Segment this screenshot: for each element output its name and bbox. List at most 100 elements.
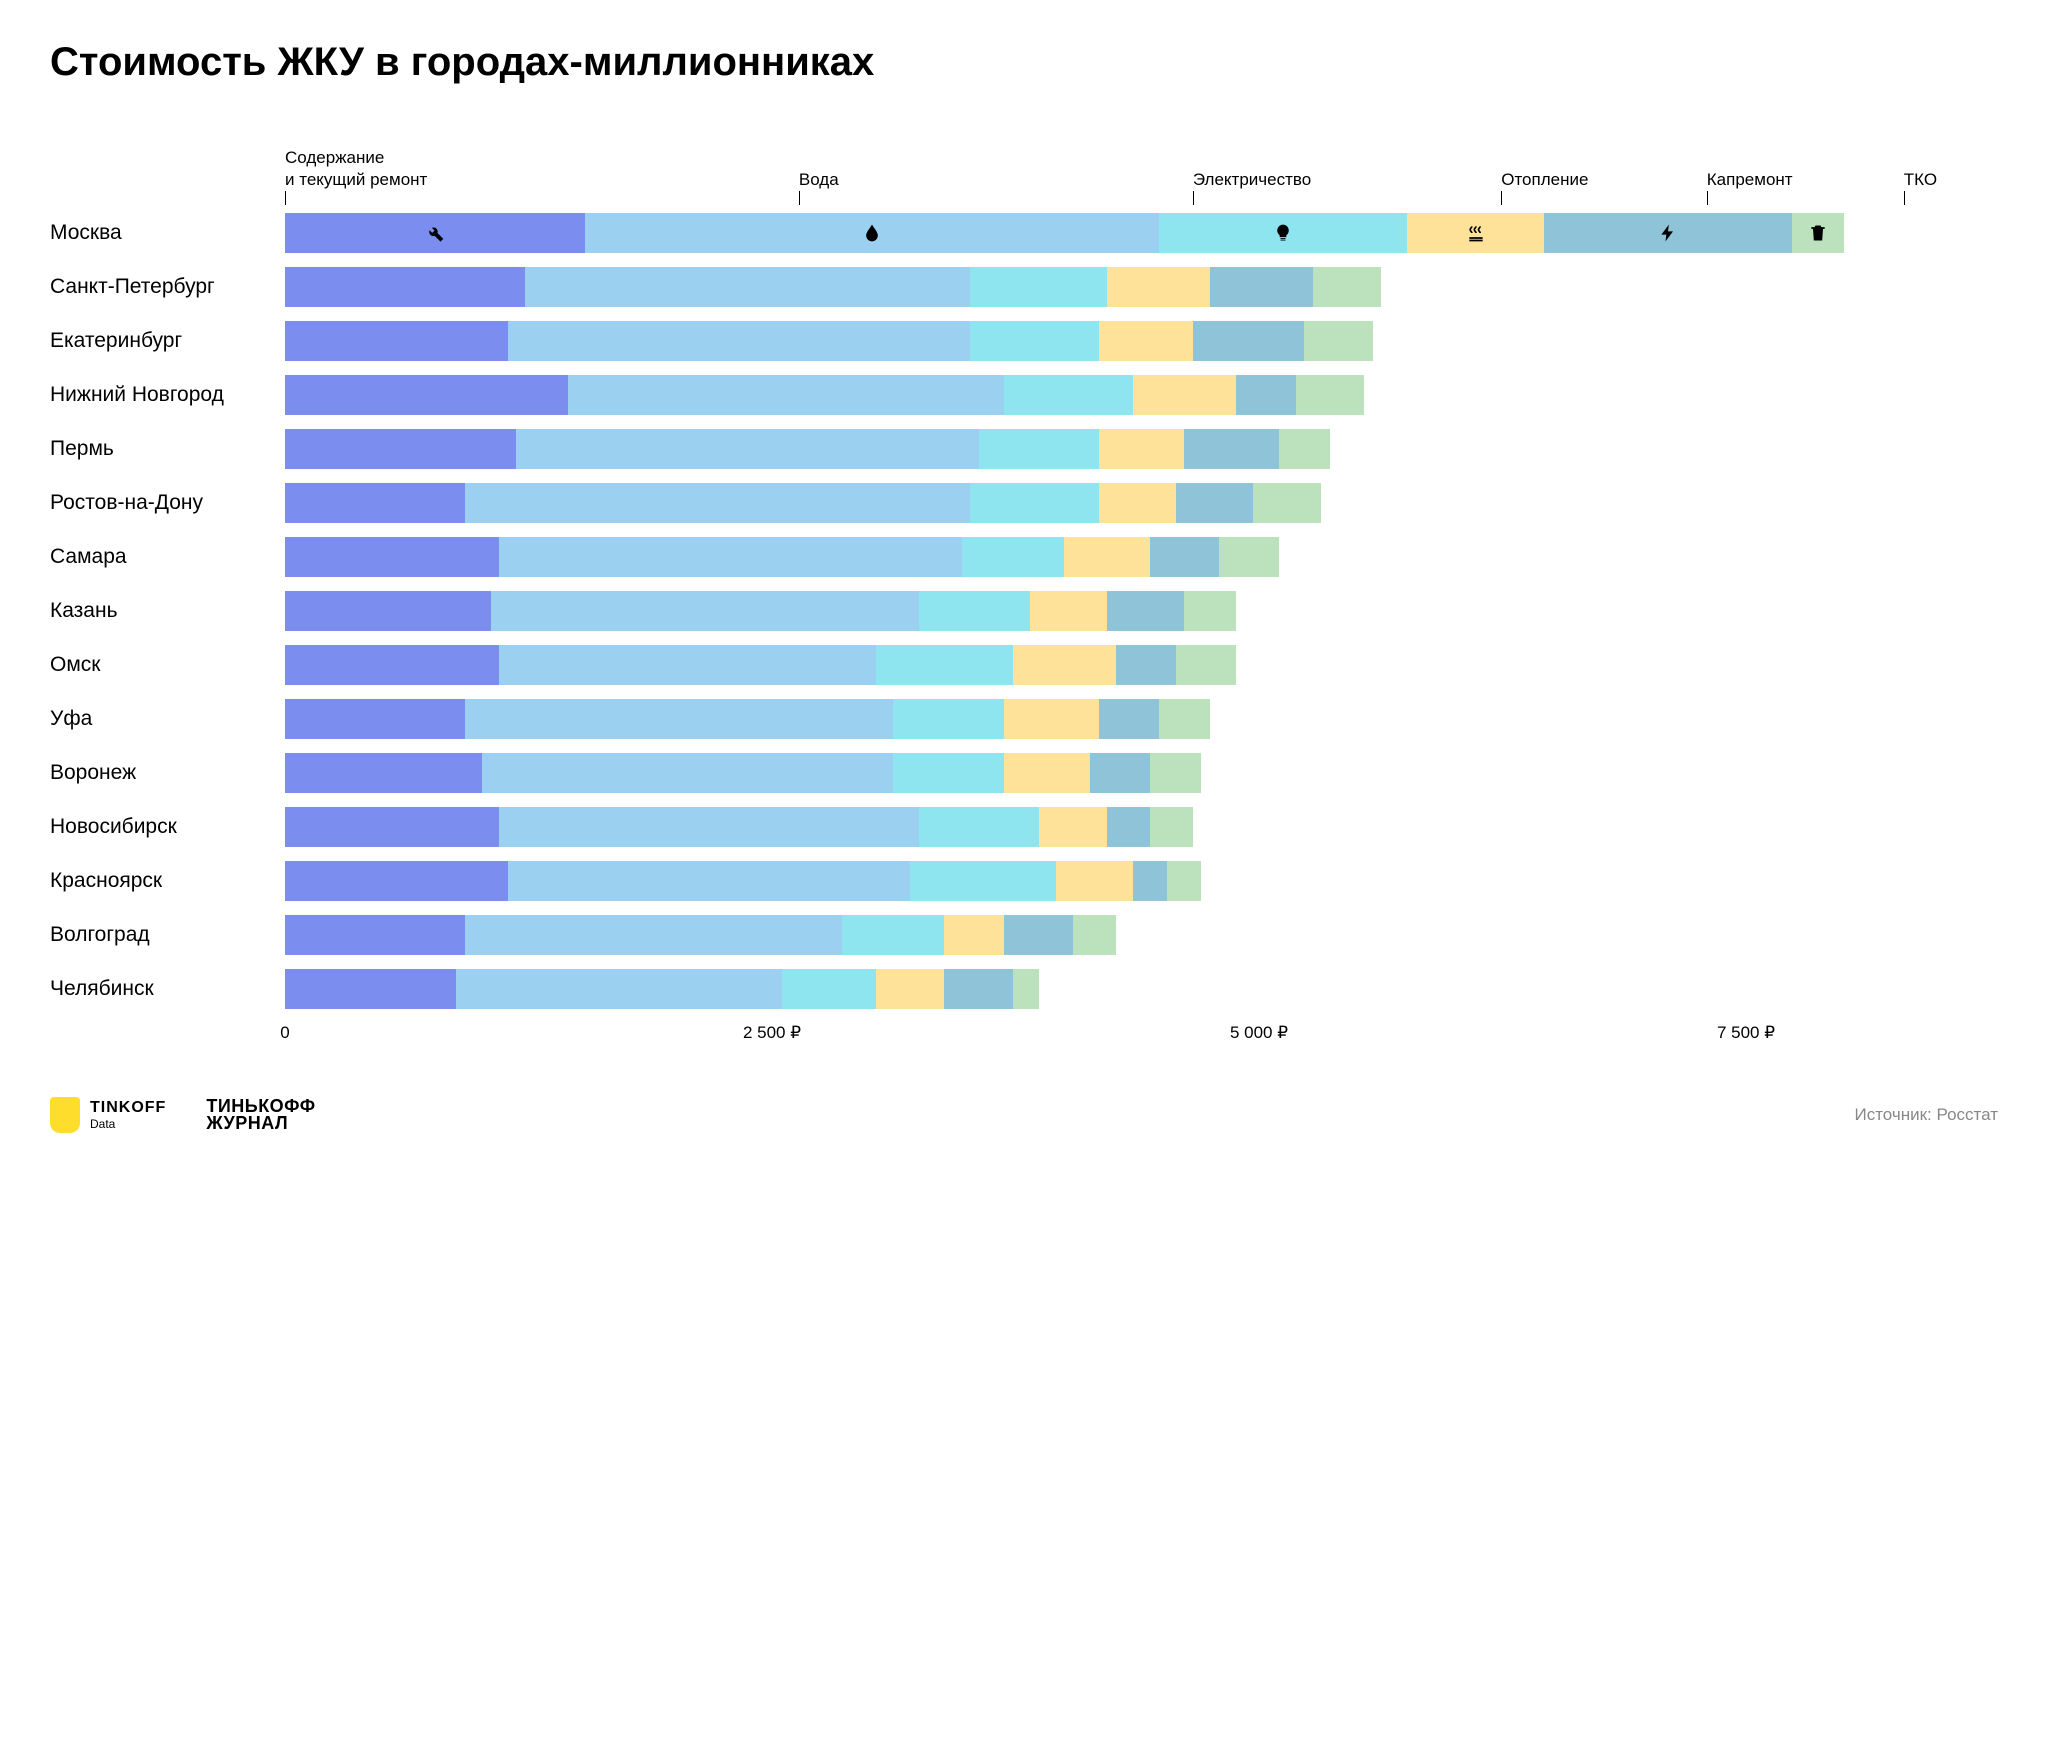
legend-electricity: Электричество [1193,169,1311,191]
bar-segment-waste [1296,375,1365,415]
bar-segment-capital [944,969,1013,1009]
bar-segment-maintenance [285,483,465,523]
bar-segment-water [499,645,876,685]
bar-segment-maintenance [285,861,508,901]
city-label: Уфа [50,707,285,731]
source-text: Источник: Росстат [1854,1105,1998,1125]
stacked-bar [285,537,1998,577]
bar-segment-heating [1039,807,1108,847]
table-row: Самара [50,533,1998,581]
axis-tick: 5 000 ₽ [1230,1023,1288,1043]
bar-segment-waste [1073,915,1116,955]
bulb-icon [1273,223,1293,243]
bar-segment-capital [1107,807,1150,847]
stacked-bar [285,213,1998,253]
bar-segment-maintenance [285,213,585,253]
stacked-bar [285,375,1998,415]
axis-tick: 7 500 ₽ [1717,1023,1775,1043]
bar-segment-waste [1150,753,1201,793]
bar-segment-electricity [970,483,1098,523]
table-row: Омск [50,641,1998,689]
wrench-icon [425,223,445,243]
bar-segment-heating [1030,591,1107,631]
bar-segment-waste [1219,537,1279,577]
bar-segment-heating [1056,861,1133,901]
table-row: Нижний Новгород [50,371,1998,419]
bar-segment-capital [1133,861,1167,901]
bar-segment-waste [1304,321,1373,361]
heat-icon [1466,223,1486,243]
city-label: Москва [50,221,285,245]
bar-segment-water [508,321,971,361]
city-label: Ростов-на-Дону [50,491,285,515]
tinkoff-journal-logo: ТИНЬКОФФ ЖУРНАЛ [206,1098,315,1132]
legend-waste: ТКО [1904,169,1937,191]
bar-segment-heating [1407,213,1544,253]
x-axis: 02 500 ₽5 000 ₽7 500 ₽10 000 ₽ [50,1023,1998,1047]
table-row: Красноярск [50,857,1998,905]
bar-segment-capital [1004,915,1073,955]
table-row: Санкт-Петербург [50,263,1998,311]
bar-segment-capital [1210,267,1313,307]
bar-segment-maintenance [285,537,499,577]
bar-segment-waste [1167,861,1201,901]
city-label: Новосибирск [50,815,285,839]
bar-segment-waste [1253,483,1322,523]
bar-segment-waste [1159,699,1210,739]
stacked-bar [285,861,1998,901]
bar-segment-electricity [1004,375,1132,415]
bar-segment-heating [1107,267,1210,307]
bar-segment-electricity [919,591,1030,631]
bar-segment-heating [1013,645,1116,685]
legend-maintenance: Содержаниеи текущий ремонт [285,147,427,191]
bar-segment-capital [1176,483,1253,523]
bar-segment-heating [1004,699,1098,739]
trash-icon [1808,223,1828,243]
bar-segment-water [499,537,962,577]
bar-segment-electricity [893,699,1004,739]
table-row: Казань [50,587,1998,635]
bar-segment-waste [1313,267,1382,307]
city-label: Екатеринбург [50,329,285,353]
bar-segment-capital [1116,645,1176,685]
bar-segment-electricity [876,645,1013,685]
bar-segment-maintenance [285,807,499,847]
bar-segment-heating [1133,375,1236,415]
bar-segment-maintenance [285,753,482,793]
shield-icon [50,1097,80,1133]
table-row: Ростов-на-Дону [50,479,1998,527]
bar-segment-electricity [919,807,1039,847]
bar-segment-water [491,591,919,631]
city-label: Омск [50,653,285,677]
bar-segment-water [465,915,842,955]
tinkoff-data-logo: TINKOFF Data [50,1097,166,1133]
bar-segment-water [456,969,781,1009]
chart-rows: Москва Санкт-Петербург Екатеринбург Нижний … [50,209,1998,1013]
bar-segment-waste [1792,213,1843,253]
bar-segment-water [465,483,970,523]
city-label: Самара [50,545,285,569]
stacked-bar [285,321,1998,361]
bar-segment-maintenance [285,699,465,739]
bar-segment-capital [1107,591,1184,631]
table-row: Екатеринбург [50,317,1998,365]
drop-icon [862,223,882,243]
axis-tick: 2 500 ₽ [743,1023,801,1043]
bar-segment-electricity [970,267,1107,307]
table-row: Воронеж [50,749,1998,797]
bar-segment-waste [1279,429,1330,469]
table-row: Уфа [50,695,1998,743]
bar-segment-waste [1176,645,1236,685]
bar-segment-maintenance [285,429,516,469]
bar-segment-water [525,267,970,307]
bar-segment-capital [1150,537,1219,577]
table-row: Москва [50,209,1998,257]
bar-segment-waste [1184,591,1235,631]
city-label: Воронеж [50,761,285,785]
stacked-bar [285,591,1998,631]
bar-segment-waste [1013,969,1039,1009]
bar-segment-capital [1236,375,1296,415]
bar-segment-water [585,213,1159,253]
bar-segment-capital [1193,321,1304,361]
bar-segment-heating [1099,429,1185,469]
